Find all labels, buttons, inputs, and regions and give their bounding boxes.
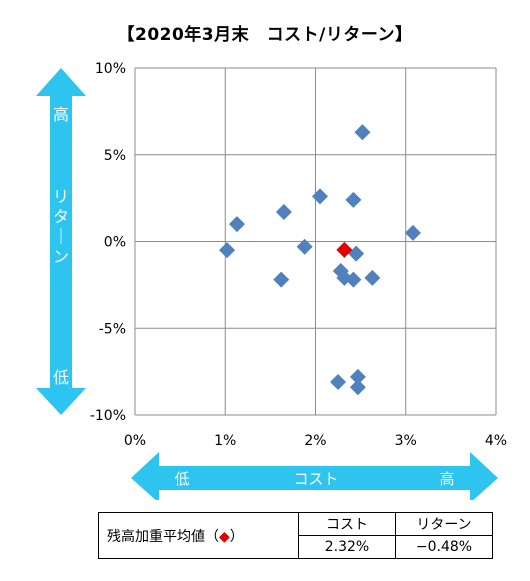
return-low-label: 低: [53, 368, 69, 387]
weighted-average-point: [336, 241, 353, 258]
chart-title: 【2020年3月末 コスト/リターン】: [117, 25, 413, 45]
return-axis-char: ｜: [53, 227, 69, 246]
data-point: [364, 269, 381, 286]
y-tick-label: 0%: [104, 235, 126, 251]
return-axis-char: リ: [53, 187, 69, 206]
y-tick-label: -10%: [90, 408, 126, 424]
x-tick-label: 1%: [214, 433, 236, 449]
table-row-label: 残高加重平均値（◆）: [98, 512, 299, 559]
data-points: [219, 124, 421, 396]
x-tick-label: 4%: [485, 433, 507, 449]
header-return: リターン: [395, 512, 493, 536]
scatter-chart: 0% 1% 2% 3% 4%10%5%0%-5%-10% 高 リタ｜ン 低 低 コスト …: [36, 61, 507, 500]
cost-high-label: 高: [439, 470, 454, 488]
grid-lines: [134, 67, 497, 416]
cost-low-label: 低: [174, 470, 189, 488]
table-header-row: 残高加重平均値（◆） コスト リターン: [98, 512, 493, 559]
return-axis-char: ン: [53, 247, 69, 266]
data-point: [219, 242, 236, 259]
value-return: −0.48%: [395, 535, 493, 559]
red-diamond-icon: ◆: [219, 528, 230, 545]
x-tick-label: 0%: [124, 433, 146, 449]
header-cost: コスト: [298, 512, 396, 536]
y-tick-label: 5%: [104, 148, 126, 164]
cost-arrow: [131, 452, 498, 500]
row-label-end: ）: [229, 528, 244, 545]
value-cost: 2.32%: [298, 535, 396, 559]
data-point: [345, 271, 362, 288]
tick-labels: 0% 1% 2% 3% 4% 10% 5% 0% -5% -10%: [90, 61, 507, 449]
return-axis-char: タ: [53, 207, 69, 226]
data-point: [349, 368, 366, 385]
cost-axis-label: コスト: [293, 470, 338, 488]
return-high-label: 高: [53, 105, 69, 124]
data-point: [275, 204, 292, 221]
data-point: [404, 224, 421, 241]
return-axis-label: リタ｜ン: [53, 187, 69, 266]
x-tick-label: 2%: [304, 433, 326, 449]
row-label-text: 残高加重平均値（: [107, 528, 219, 545]
data-point: [296, 238, 313, 255]
weighted-average-table: 残高加重平均値（◆） コスト リターン 2.32% −0.48%: [98, 512, 493, 559]
data-point: [330, 374, 347, 391]
return-arrow: [36, 68, 86, 415]
x-tick-label: 3%: [395, 433, 417, 449]
data-point: [349, 379, 366, 396]
data-point: [273, 271, 290, 288]
data-point: [312, 188, 329, 205]
data-point: [228, 216, 245, 233]
y-tick-label: 10%: [95, 61, 126, 77]
y-tick-label: -5%: [99, 321, 126, 337]
data-point: [354, 124, 371, 141]
data-point: [345, 191, 362, 208]
table-value-row: 2.32% −0.48%: [99, 535, 493, 559]
